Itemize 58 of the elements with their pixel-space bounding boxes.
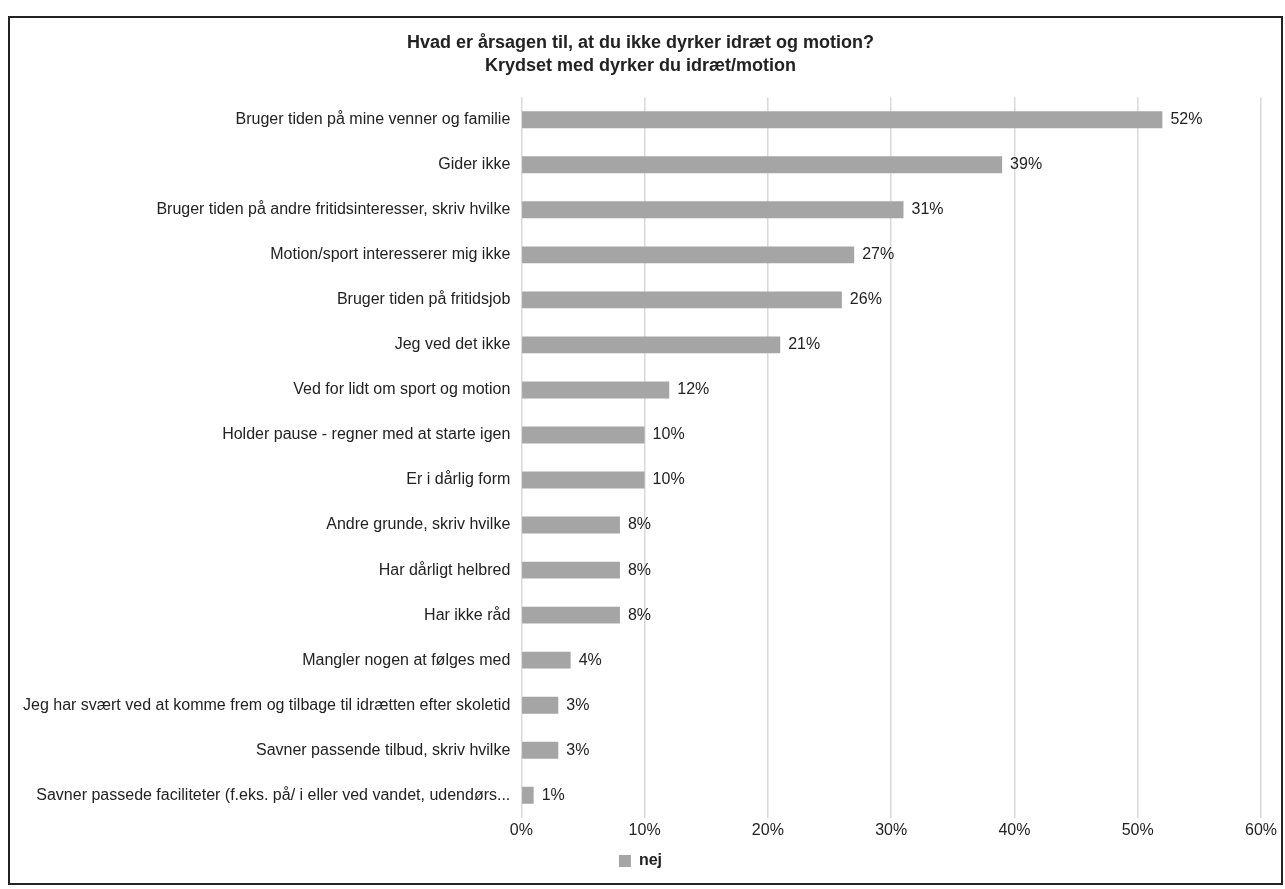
data-label: 4%	[578, 650, 602, 668]
y-tick-label: Bruger tiden på fritidsjob	[336, 290, 511, 308]
x-tick-label: 60%	[1244, 820, 1278, 838]
y-tick-label: Bruger tiden på mine venner og familie	[235, 110, 511, 128]
bar	[522, 471, 645, 489]
data-label: 31%	[911, 200, 944, 218]
bar	[522, 111, 1163, 129]
data-label: 10%	[652, 425, 685, 443]
y-tick-label: Ved for lidt om sport og motion	[293, 380, 511, 398]
data-label: 1%	[541, 785, 565, 803]
data-label: 3%	[566, 695, 590, 713]
chart-title: Hvad er årsagen til, at du ikke dyrker idræt og motion?	[406, 31, 875, 52]
y-tick-label: Holder pause - regner med at starte igen	[222, 425, 511, 443]
data-label: 3%	[566, 740, 590, 758]
bar	[522, 561, 620, 579]
bar	[522, 201, 904, 219]
bar	[522, 741, 559, 759]
bar	[522, 246, 855, 264]
legend-label: nej	[638, 851, 663, 869]
bar	[522, 291, 842, 309]
chart-subtitle: Krydset med dyrker du idræt/motion	[484, 55, 797, 76]
x-tick-label: 50%	[1121, 820, 1154, 838]
data-label: 27%	[862, 245, 895, 263]
data-label: 39%	[1010, 155, 1043, 173]
bar	[522, 426, 645, 444]
bar	[522, 696, 559, 714]
y-tick-label: Bruger tiden på andre fritidsinteresser, skriv hvilke	[156, 200, 511, 218]
y-tick-label: Jeg har svært ved at komme frem og tilbage til idrætten efter skoletid	[22, 695, 511, 713]
y-tick-label: Har ikke råd	[424, 605, 511, 623]
bar	[522, 156, 1003, 174]
x-tick-label: 0%	[509, 820, 533, 838]
data-label: 8%	[627, 515, 652, 533]
data-label: 21%	[788, 335, 821, 353]
y-tick-label: Er i dårlig form	[406, 470, 511, 488]
y-tick-label: Mangler nogen at følges med	[302, 650, 511, 668]
x-tick-label: 40%	[998, 820, 1031, 838]
bar	[522, 651, 571, 669]
bar	[522, 606, 620, 624]
bar	[522, 516, 620, 534]
data-label: 8%	[627, 605, 652, 623]
bar	[522, 336, 781, 354]
x-tick-label: 20%	[751, 820, 784, 838]
data-label: 10%	[652, 470, 685, 488]
x-tick-label: 10%	[628, 820, 661, 838]
data-label: 52%	[1170, 110, 1203, 128]
y-tick-label: Motion/sport interesserer mig ikke	[270, 245, 511, 263]
y-tick-label: Savner passende tilbud, skriv hvilke	[255, 740, 511, 758]
bar	[522, 786, 534, 804]
y-tick-label: Gider ikke	[438, 155, 511, 173]
y-tick-label: Har dårligt helbred	[378, 560, 511, 578]
data-label: 26%	[849, 290, 882, 308]
data-label: 12%	[677, 380, 710, 398]
y-tick-label: Jeg ved det ikke	[394, 335, 511, 353]
x-tick-label: 30%	[875, 820, 908, 838]
y-tick-label: Andre grunde, skriv hvilke	[326, 515, 511, 533]
bar	[522, 381, 670, 399]
y-tick-label: Savner passede faciliteter (f.eks. på/ i eller ved vandet, udendørs...	[36, 785, 511, 803]
data-label: 8%	[627, 560, 652, 578]
